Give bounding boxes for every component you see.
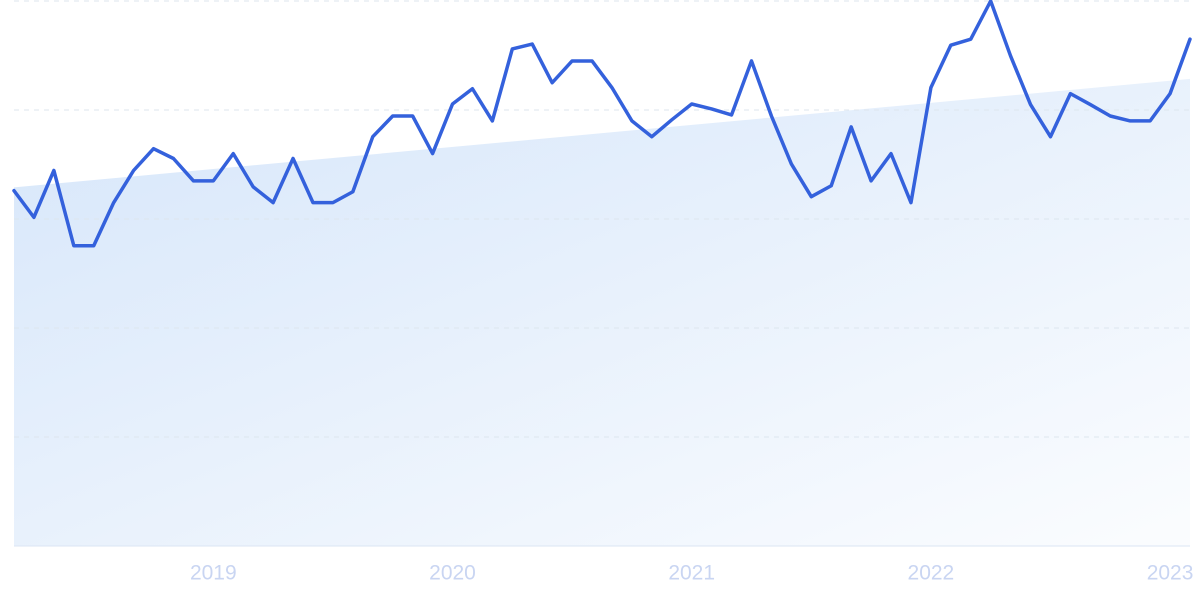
x-tick-label: 2021 — [668, 562, 715, 585]
x-tick-label: 2019 — [190, 562, 237, 585]
x-tick-label: 2023 — [1147, 562, 1194, 585]
x-tick-label: 2022 — [908, 562, 955, 585]
x-tick-label: 2020 — [429, 562, 476, 585]
line — [12, 0, 1192, 248]
trend-area — [14, 78, 1190, 546]
